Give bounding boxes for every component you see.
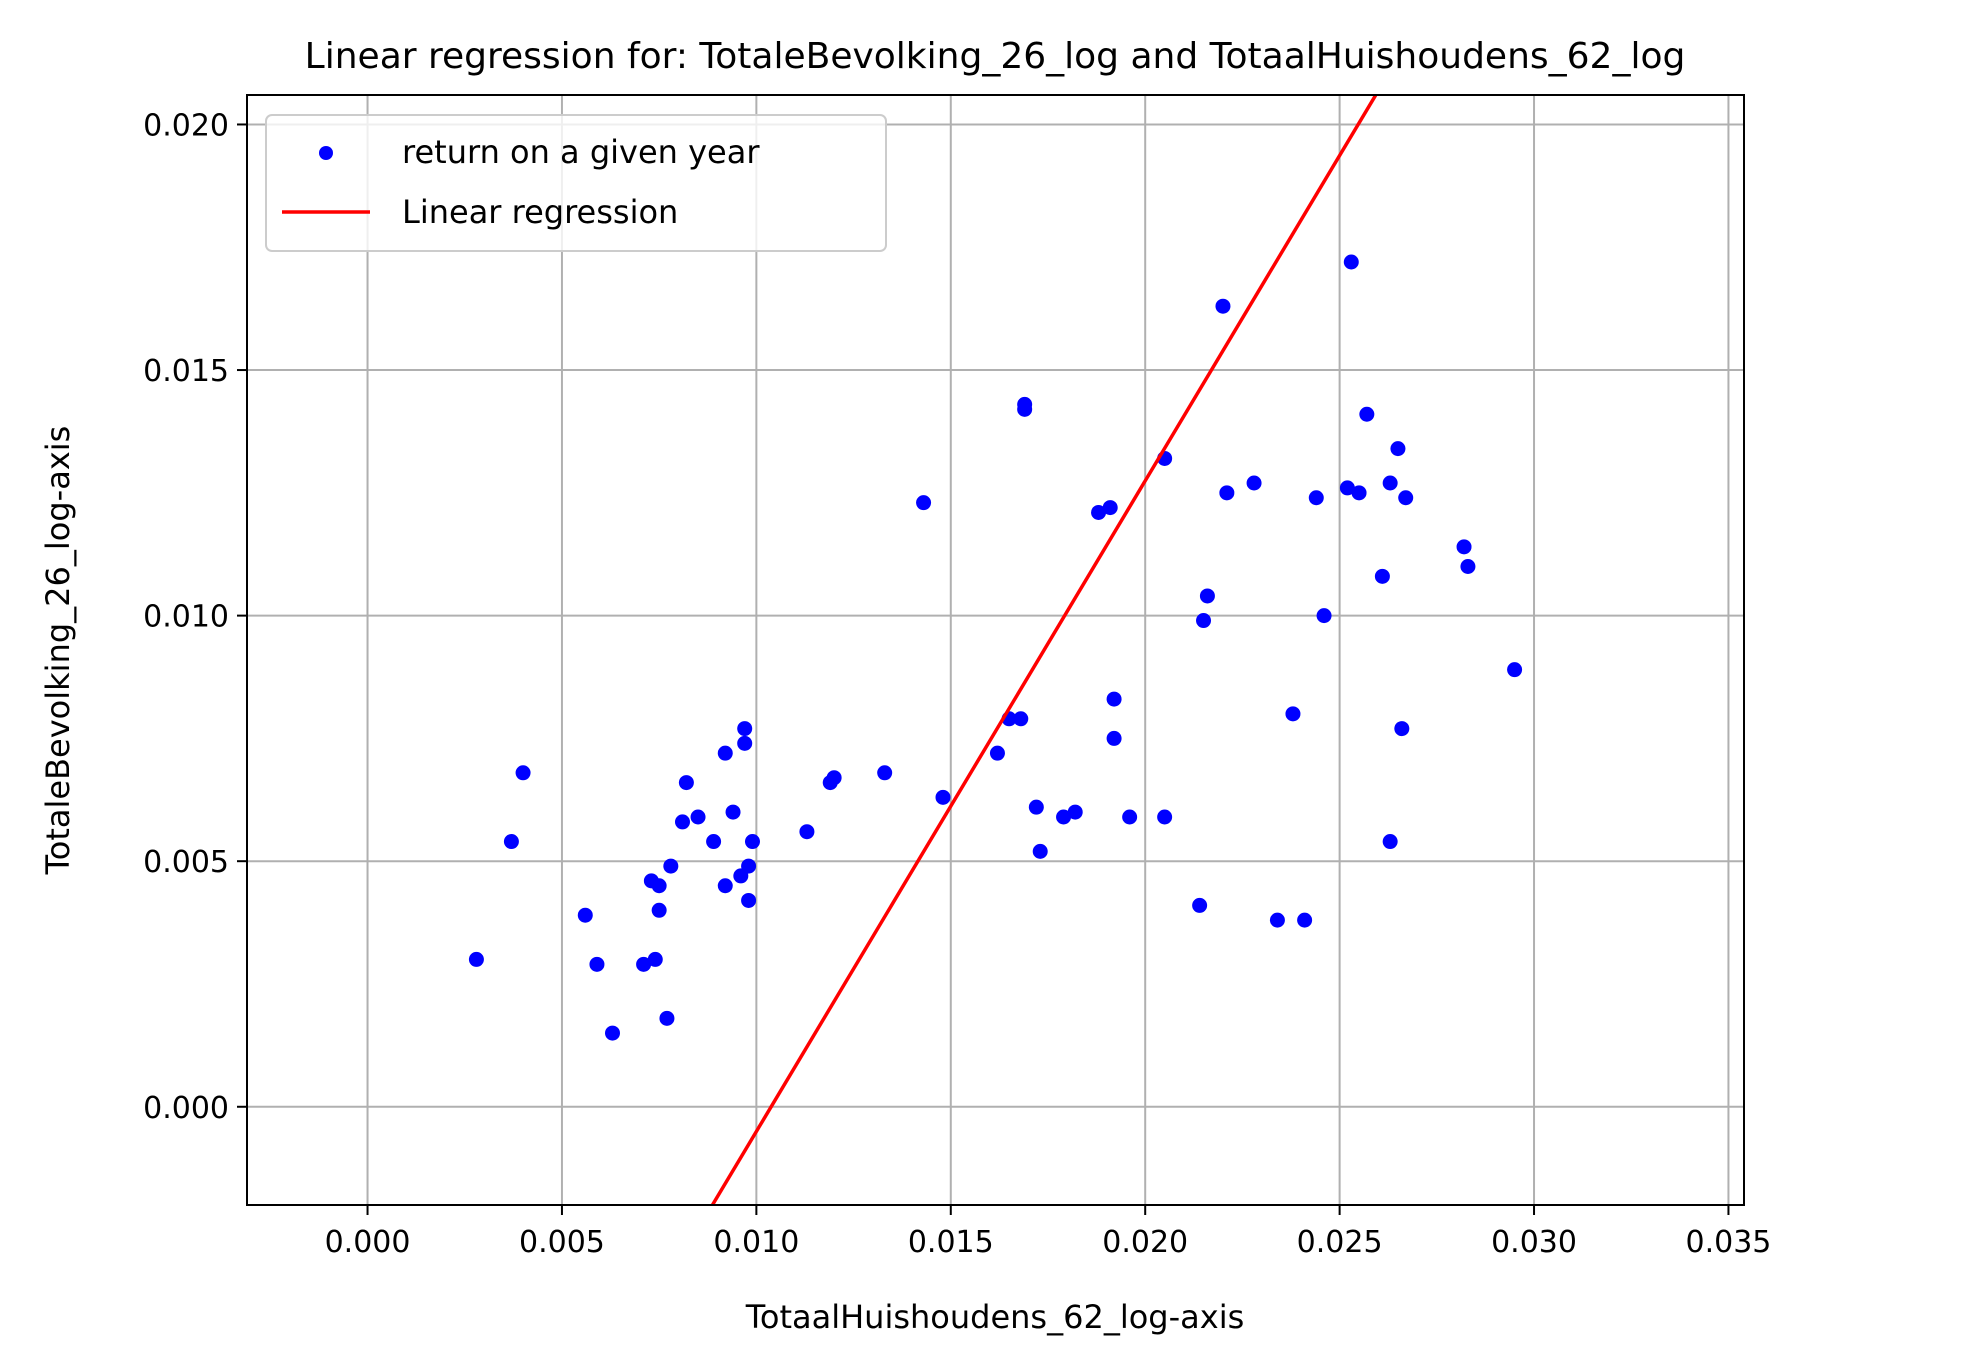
regression-line [710, 95, 1378, 1205]
scatter-point [589, 956, 605, 972]
scatter-point [1106, 730, 1122, 746]
scatter-point [1102, 500, 1118, 516]
legend-scatter-marker [319, 146, 333, 160]
scatter-point [725, 804, 741, 820]
scatter-point [663, 858, 679, 874]
scatter-point [605, 1025, 621, 1041]
scatter-point [877, 765, 893, 781]
scatter-point [1032, 843, 1048, 859]
scatter-point [1359, 406, 1375, 422]
legend: return on a given year Linear regression [265, 114, 887, 252]
scatter-point [741, 858, 757, 874]
scatter-point [1382, 475, 1398, 491]
scatter-point [1122, 809, 1138, 825]
scatter-point [636, 956, 652, 972]
scatter-point [1219, 485, 1235, 501]
scatter-point [1157, 809, 1173, 825]
scatter-point [1106, 691, 1122, 707]
x-tick-label: 0.035 [1686, 1225, 1772, 1260]
x-tick-label: 0.000 [325, 1225, 411, 1260]
y-axis-label: TotaleBevolking_26_log-axis [39, 426, 77, 876]
legend-label-scatter: return on a given year [402, 133, 760, 171]
legend-label-regression: Linear regression [402, 193, 678, 231]
scatter-point [1374, 568, 1390, 584]
scatter-point [744, 834, 760, 850]
scatter-point [799, 824, 815, 840]
x-tick-label: 0.010 [713, 1225, 799, 1260]
x-tick-label: 0.015 [908, 1225, 994, 1260]
scatter-point [1460, 559, 1476, 575]
scatter-point [659, 1010, 675, 1026]
scatter-point [651, 878, 667, 894]
scatter-point [515, 765, 531, 781]
scatter-point [737, 735, 753, 751]
scatter-point [1013, 711, 1029, 727]
scatter-point [1246, 475, 1262, 491]
scatter-point [674, 814, 690, 830]
scatter-point [647, 951, 663, 967]
scatter-point [935, 789, 951, 805]
scatter-point [1390, 441, 1406, 457]
y-tick-label: 0.000 [143, 1091, 229, 1126]
scatter-point [741, 892, 757, 908]
scatter-point [678, 775, 694, 791]
y-tick-label: 0.015 [143, 354, 229, 389]
scatter-point [737, 721, 753, 737]
scatter-point [1017, 401, 1033, 417]
scatter-point [717, 878, 733, 894]
scatter-point [1091, 504, 1107, 520]
scatter-point [1297, 912, 1313, 928]
scatter-point [1269, 912, 1285, 928]
y-tick-label: 0.020 [143, 108, 229, 143]
scatter-point [503, 834, 519, 850]
y-tick-label: 0.005 [143, 845, 229, 880]
scatter-point [1056, 809, 1072, 825]
x-axis-label: TotaalHuishoudens_62_log-axis [745, 1298, 1245, 1336]
scatter-point [1398, 490, 1414, 506]
scatter-point [717, 745, 733, 761]
chart-title: Linear regression for: TotaleBevolking_2… [305, 36, 1686, 77]
y-tick-label: 0.010 [143, 600, 229, 635]
scatter-point [1215, 298, 1231, 314]
scatter-point [1067, 804, 1083, 820]
scatter-point [690, 809, 706, 825]
scatter-point [468, 951, 484, 967]
scatter-point [651, 902, 667, 918]
scatter-point [1394, 721, 1410, 737]
scatter-point [1339, 480, 1355, 496]
scatter-point [1192, 897, 1208, 913]
scatter-point [1308, 490, 1324, 506]
x-tick-label: 0.005 [519, 1225, 605, 1260]
scatter-point [577, 907, 593, 923]
scatter-point [916, 495, 932, 511]
grid-lines [247, 95, 1744, 1205]
scatter-point [706, 834, 722, 850]
scatter-point [1028, 799, 1044, 815]
scatter-point [1285, 706, 1301, 722]
scatter-point [1456, 539, 1472, 555]
scatter-point [1382, 834, 1398, 850]
scatter-point [1343, 254, 1359, 270]
scatter-point [1507, 662, 1523, 678]
scatter-point [989, 745, 1005, 761]
axis-ticks: 0.000 0.005 0.010 0.015 0.020 0.025 0.030 0.035… [143, 108, 1771, 1260]
scatter-point [826, 770, 842, 786]
plot-frame [246, 94, 1745, 1206]
scatter-point [1351, 485, 1367, 501]
scatter-point [1316, 608, 1332, 624]
x-tick-label: 0.020 [1102, 1225, 1188, 1260]
x-tick-label: 0.030 [1491, 1225, 1577, 1260]
data-marks [468, 95, 1523, 1205]
x-tick-label: 0.025 [1297, 1225, 1383, 1260]
legend-box [265, 114, 887, 252]
scatter-point [1196, 613, 1212, 629]
scatter-point [1199, 588, 1215, 604]
